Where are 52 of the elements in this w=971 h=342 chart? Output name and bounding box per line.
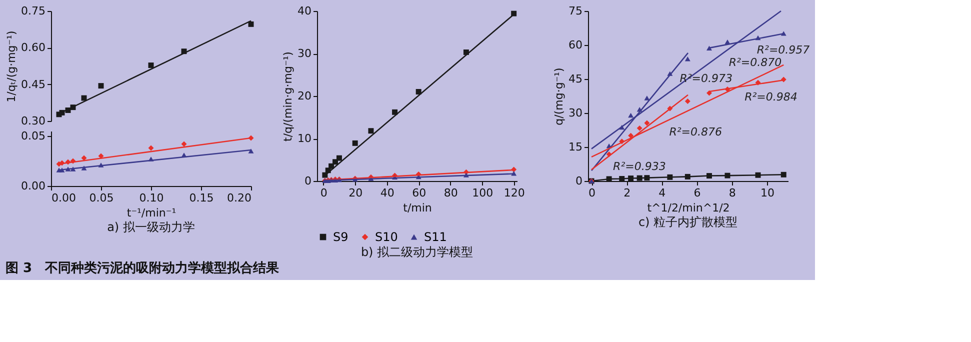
y-tick-label: 15	[568, 140, 582, 154]
legend-label: S11	[424, 230, 447, 244]
y-tick-label: 0.75	[21, 4, 46, 18]
text: b) 拟二级动力学模型	[360, 245, 474, 259]
x-tick-label: 0.15	[189, 192, 214, 204]
caption: 图 3 不同种类污泥的吸附动力学模型拟合结果	[6, 260, 280, 276]
y-axis-title: q/(mg·g⁻¹)	[552, 68, 566, 126]
x-tick-label: 4	[658, 186, 666, 200]
x-tick-label: 10	[760, 186, 774, 200]
x-tick-label: 80	[444, 186, 458, 200]
x-tick-label: 100	[472, 186, 494, 200]
x-axis-title: t^1/2/min^1/2	[647, 202, 730, 214]
annotation: R²=0.957	[756, 44, 810, 57]
y-tick-label: 0	[576, 174, 582, 188]
x-tick-label: 0.05	[89, 192, 114, 204]
y-tick-label: 0	[304, 174, 312, 188]
x-tick-label: 120	[504, 186, 525, 200]
y-tick-label: 10	[298, 132, 312, 145]
x-tick-label: 0	[588, 186, 596, 200]
text: c) 粒子内扩散模型	[638, 215, 738, 229]
x-tick-label: 0.00	[52, 192, 76, 204]
x-tick-label: 6	[694, 186, 701, 200]
x-axis-title: t/min	[403, 202, 432, 214]
x-tick-label: 40	[380, 186, 394, 200]
legend-label: S10	[375, 230, 398, 244]
annotation: R²=0.984	[744, 90, 798, 104]
annotation: R²=0.870	[728, 56, 782, 69]
x-tick-label: 60	[412, 186, 426, 200]
y-tick-label: 30	[568, 106, 582, 120]
annotation: R²=0.933	[613, 160, 666, 174]
legend-label: S9	[333, 230, 348, 244]
y-tick-label: 30	[298, 47, 312, 60]
x-tick-label: 2	[624, 186, 631, 200]
x-tick-label: 0	[320, 186, 328, 200]
y-tick-label: 0.60	[21, 41, 46, 54]
annotation: R²=0.876	[669, 126, 722, 139]
x-tick-label: 20	[348, 186, 363, 200]
x-axis-title: t⁻¹/min⁻¹	[126, 206, 176, 220]
y-tick-label: 45	[568, 72, 582, 86]
y-tick-label: 0.30	[21, 114, 46, 128]
y-tick-label: 40	[298, 4, 312, 18]
x-tick-label: 8	[728, 186, 736, 200]
y-axis-title: t/q/(min·g·mg⁻¹)	[282, 52, 295, 142]
y-tick-label: 0.45	[21, 78, 46, 91]
y-tick-label: 60	[568, 38, 582, 52]
x-tick-label: 0.20	[227, 192, 252, 204]
y-tick-label: 75	[568, 4, 582, 18]
y-axis-title: 1/qₜ/(g·mg⁻¹)	[5, 30, 18, 102]
x-tick-label: 0.10	[139, 192, 164, 204]
y-tick-label: 0.05	[21, 130, 46, 142]
text: a) 拟一级动力学	[107, 220, 195, 234]
y-tick-label: 20	[298, 90, 312, 102]
